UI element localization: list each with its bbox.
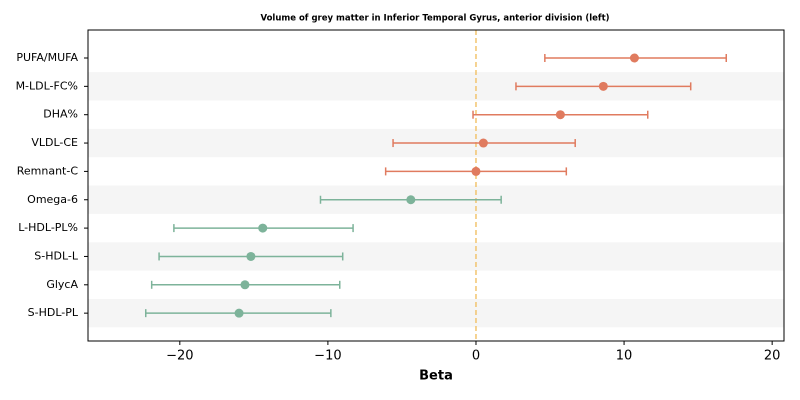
y-tick-label: DHA% <box>43 108 78 121</box>
y-tick-label: L-HDL-PL% <box>18 221 78 234</box>
y-tick-label: PUFA/MUFA <box>16 51 78 64</box>
x-tick-label: 10 <box>616 349 633 364</box>
y-tick-label: Omega-6 <box>27 193 78 206</box>
x-tick-label: −20 <box>166 349 193 364</box>
point <box>478 138 488 148</box>
point <box>246 251 256 261</box>
point <box>406 195 416 205</box>
x-axis-label: Beta <box>419 369 453 384</box>
x-tick-label: 20 <box>764 349 781 364</box>
y-tick-label: Remnant-C <box>17 164 79 177</box>
point <box>258 223 268 233</box>
point <box>629 53 639 63</box>
point <box>234 308 244 318</box>
x-tick-label: −10 <box>314 349 341 364</box>
y-tick-label: M-LDL-FC% <box>16 79 78 92</box>
y-tick-label: VLDL-CE <box>31 136 78 149</box>
x-tick-label: 0 <box>472 349 480 364</box>
chart-title: Volume of grey matter in Inferior Tempor… <box>260 14 609 24</box>
y-tick-label: GlycA <box>46 278 78 291</box>
point <box>598 81 608 91</box>
y-tick-label: S-HDL-L <box>34 249 79 262</box>
y-tick-label: S-HDL-PL <box>28 306 79 319</box>
point <box>240 280 250 290</box>
point <box>471 166 481 176</box>
point <box>555 110 565 120</box>
plot-frame <box>87 29 785 342</box>
